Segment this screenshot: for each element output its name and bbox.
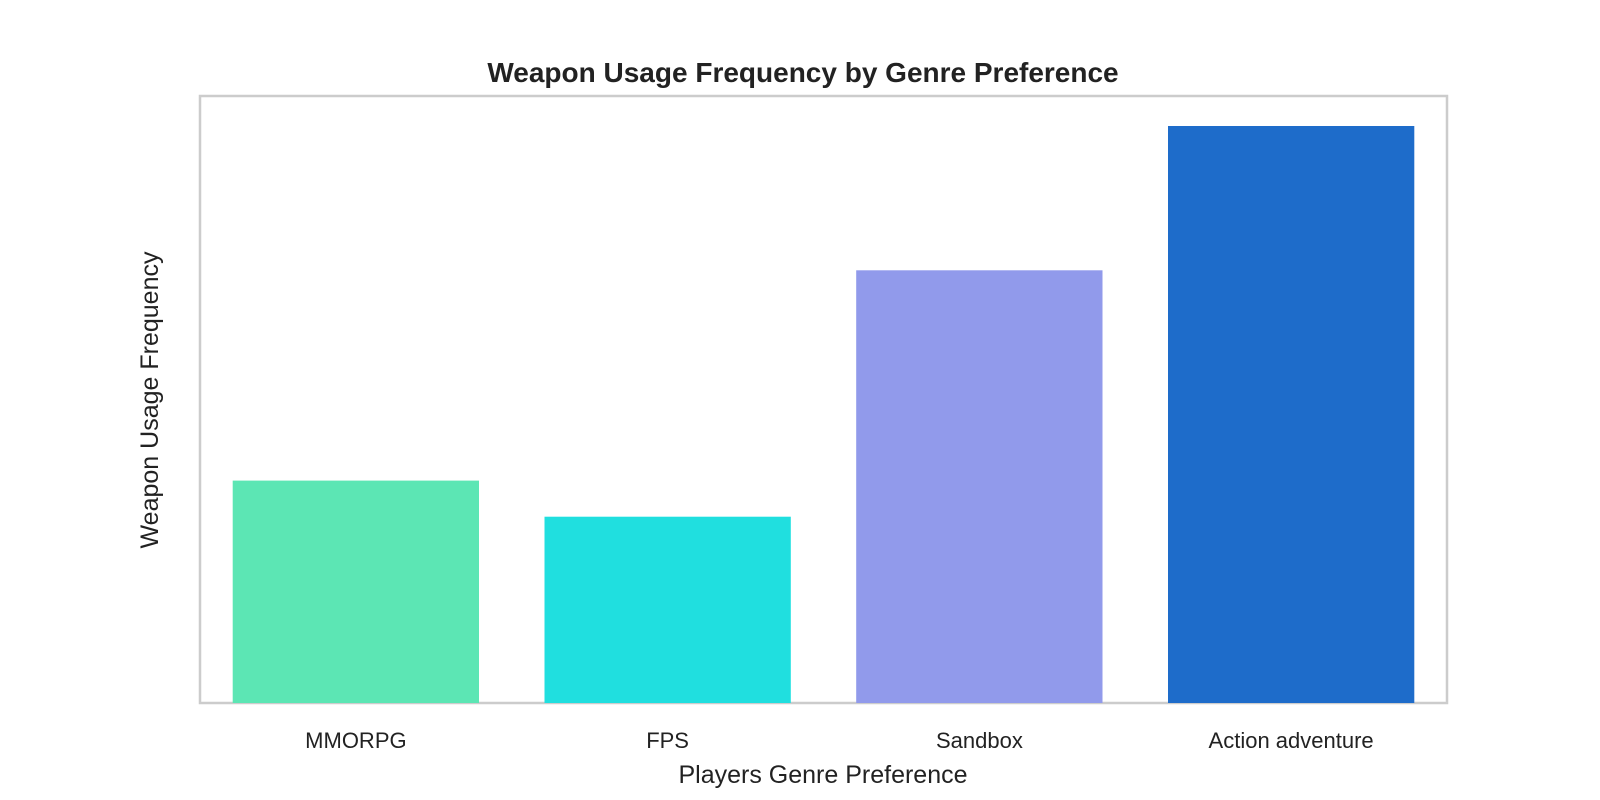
x-tick-label-action-adventure: Action adventure bbox=[1209, 728, 1374, 753]
bar-action-adventure bbox=[1168, 126, 1415, 703]
bar-fps bbox=[544, 516, 791, 703]
y-axis-label: Weapon Usage Frequency bbox=[136, 251, 164, 548]
x-axis-label: Players Genre Preference bbox=[678, 761, 967, 789]
x-tick-label-fps: FPS bbox=[646, 728, 689, 753]
bars-group bbox=[232, 126, 1415, 703]
x-tick-label-mmorpg: MMORPG bbox=[305, 728, 406, 753]
x-tick-labels: MMORPG FPS Sandbox Action adventure bbox=[305, 728, 1373, 753]
chart-title: Weapon Usage Frequency by Genre Preferen… bbox=[487, 57, 1118, 88]
x-tick-label-sandbox: Sandbox bbox=[936, 728, 1023, 753]
bar-sandbox bbox=[856, 270, 1103, 703]
bar-mmorpg bbox=[232, 480, 479, 703]
